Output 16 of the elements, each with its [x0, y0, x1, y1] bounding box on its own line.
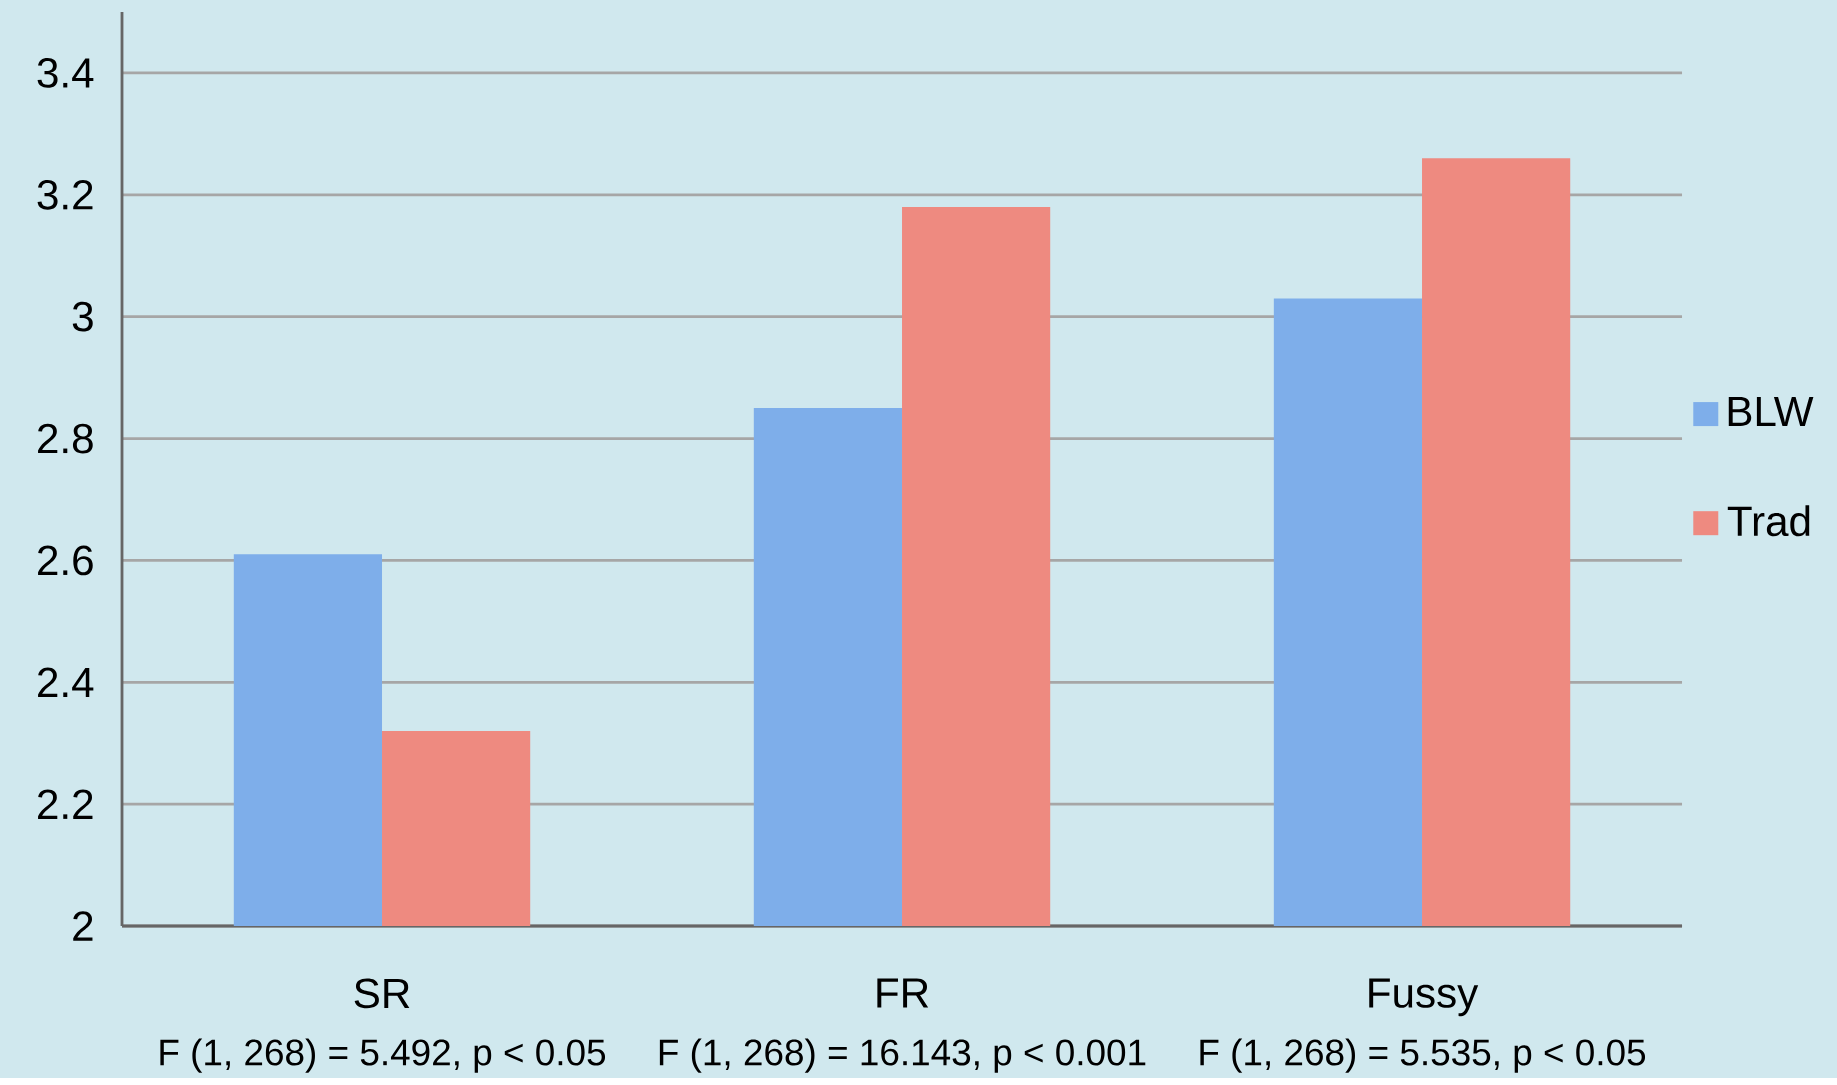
text: F (1, 268) = 16.143, p < 0.001 [659, 1038, 1146, 1074]
y-tick-label: 2.2 [38, 789, 93, 820]
y-tick-label: 2.4 [38, 667, 94, 698]
y-tick-label: 2.6 [38, 545, 93, 576]
legend-label: Trad [1727, 505, 1810, 537]
x-tick-label: SR [354, 978, 410, 1009]
y-tick-label: 3 [72, 301, 93, 332]
legend-label: BLW [1728, 397, 1814, 427]
y-tick-label: 3.2 [37, 180, 93, 210]
text: F (1, 268) = 5.535, p < 0.05 [1200, 1038, 1646, 1074]
y-tick-label: 3.4 [37, 58, 94, 89]
y-tick-label: 2 [73, 911, 93, 941]
text: F (1, 268) = 5.492, p < 0.05 [160, 1038, 606, 1074]
y-tick-label: 2.8 [38, 423, 93, 454]
x-tick-label: FR [877, 978, 929, 1008]
x-tick-label: Fussy [1369, 978, 1479, 1017]
